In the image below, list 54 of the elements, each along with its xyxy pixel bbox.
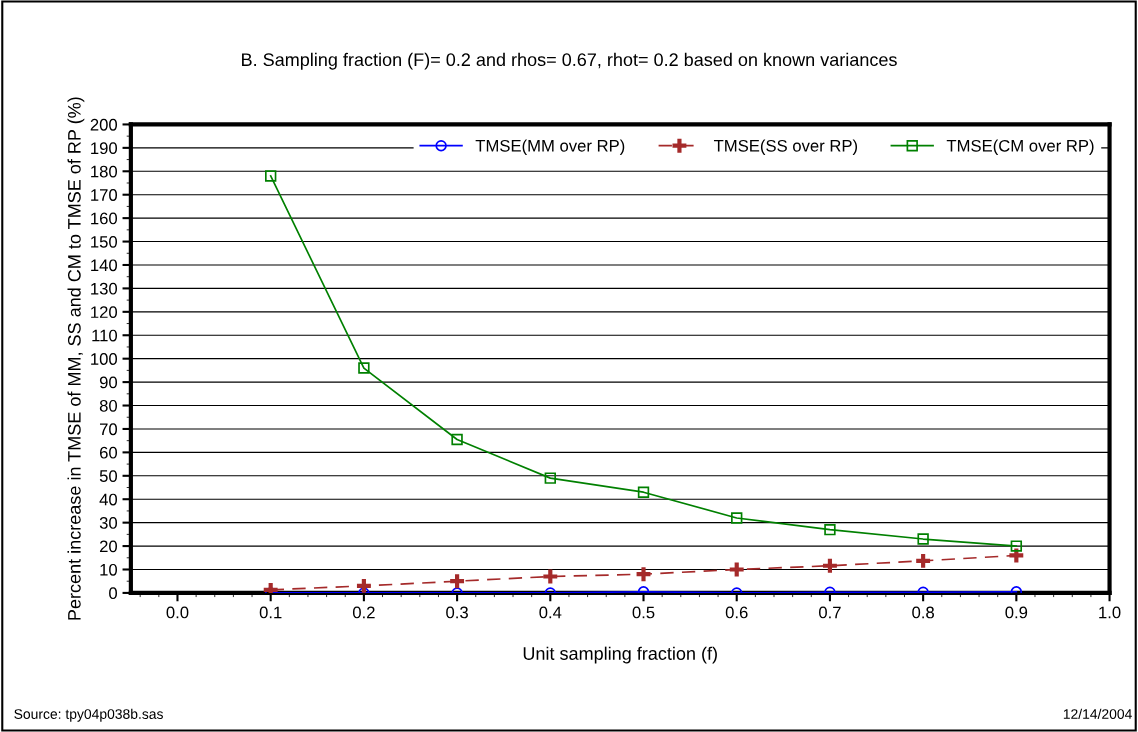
x-tick-label: 0.9	[1005, 606, 1028, 619]
y-tick-label: 120	[91, 306, 118, 319]
point	[727, 560, 746, 579]
legend-label: TMSE(CM over RP)	[946, 139, 1094, 155]
y-tick-label: 160	[91, 212, 118, 225]
x-tick-label: 0.2	[352, 606, 375, 619]
legend-label: TMSE(MM over RP)	[475, 139, 625, 155]
y-tick-label: 110	[92, 329, 118, 342]
y-tick-label: 200	[90, 118, 118, 131]
y-tick-label: 10	[100, 563, 118, 576]
point	[637, 486, 650, 498]
y-tick-label: 70	[99, 423, 118, 436]
x-axis-title: Unit sampling fraction (f)	[523, 646, 717, 664]
y-tick-label: 30	[99, 517, 118, 529]
y-tick-label: 50	[99, 470, 118, 482]
y-tick-label: 80	[99, 399, 118, 412]
x-tick-label: 0.8	[912, 606, 934, 619]
point	[448, 572, 467, 591]
y-tick-label: 20	[99, 540, 118, 553]
text: 12/14/2004	[1063, 708, 1132, 719]
x-tick-label: 0.0	[166, 606, 189, 619]
point	[358, 362, 370, 374]
point	[634, 565, 653, 584]
x-tick-label: 0.5	[632, 606, 655, 619]
x-tick-label: 0.6	[725, 606, 748, 619]
source-note: Source: tpy04p038b.sas	[14, 708, 163, 722]
legend-label: TMSE(SS over RP)	[713, 139, 858, 155]
point	[824, 523, 836, 536]
y-tick-label: 180	[91, 165, 118, 178]
point	[541, 567, 560, 586]
point	[1010, 540, 1023, 552]
y-tick-label: 100	[91, 353, 118, 365]
y-axis-title: Percent increase in TMSE of MM, SS and CM to TMSE of RP (%)	[67, 97, 85, 620]
y-tick-label: 150	[91, 235, 118, 248]
y-tick-label: 170	[91, 189, 118, 201]
y-tick-label: 130	[91, 282, 118, 295]
x-tick-label: 0.3	[446, 606, 468, 619]
y-tick-label: 90	[99, 376, 118, 389]
point	[1007, 546, 1026, 565]
x-tick-label: 0.7	[818, 606, 841, 619]
x-tick-label: 0.1	[259, 606, 282, 619]
y-tick-label: 140	[91, 259, 118, 272]
point	[451, 433, 463, 446]
point	[917, 533, 929, 545]
y-tick-label: 190	[91, 142, 118, 155]
point	[264, 170, 277, 182]
point	[731, 512, 743, 524]
point	[544, 472, 557, 484]
x-tick-label: 0.4	[539, 606, 562, 619]
y-tick-label: 60	[99, 446, 118, 459]
chart-title: B. Sampling fraction (F)= 0.2 and rhos= 0.67, rhot= 0.2 based on known variances	[242, 52, 897, 70]
y-tick-label: 40	[99, 493, 118, 506]
y-tick-label: 0	[109, 587, 118, 600]
x-tick-label: 1.0	[1099, 606, 1121, 619]
